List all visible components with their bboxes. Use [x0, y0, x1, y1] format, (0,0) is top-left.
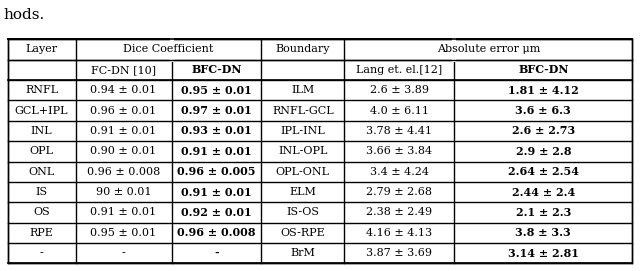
Text: -: -	[122, 248, 125, 258]
Text: 0.91 ± 0.01: 0.91 ± 0.01	[181, 146, 252, 157]
Text: 0.96 ± 0.01: 0.96 ± 0.01	[90, 106, 157, 116]
Text: 3.6 ± 6.3: 3.6 ± 6.3	[515, 105, 572, 116]
Text: OS: OS	[33, 208, 50, 217]
Text: hods.: hods.	[3, 8, 44, 22]
Text: -: -	[214, 248, 219, 259]
Text: 0.95 ± 0.01: 0.95 ± 0.01	[90, 228, 157, 238]
Text: 3.78 ± 4.41: 3.78 ± 4.41	[366, 126, 433, 136]
Text: 3.8 ± 3.3: 3.8 ± 3.3	[515, 227, 572, 238]
Text: 2.79 ± 2.68: 2.79 ± 2.68	[366, 187, 433, 197]
Text: 3.87 ± 3.69: 3.87 ± 3.69	[366, 248, 433, 258]
Text: 0.90 ± 0.01: 0.90 ± 0.01	[90, 146, 157, 156]
Text: 2.9 ± 2.8: 2.9 ± 2.8	[516, 146, 571, 157]
Text: 3.4 ± 4.24: 3.4 ± 4.24	[370, 167, 429, 177]
Text: IS: IS	[36, 187, 47, 197]
Text: Lang et. el.[12]: Lang et. el.[12]	[356, 65, 442, 75]
Text: 0.97 ± 0.01: 0.97 ± 0.01	[181, 105, 252, 116]
Text: 0.92 ± 0.01: 0.92 ± 0.01	[181, 207, 252, 218]
Text: 0.91 ± 0.01: 0.91 ± 0.01	[90, 208, 157, 217]
Text: -: -	[40, 248, 44, 258]
Text: 1.81 ± 4.12: 1.81 ± 4.12	[508, 85, 579, 96]
Text: 3.14 ± 2.81: 3.14 ± 2.81	[508, 248, 579, 259]
Text: 2.6 ± 3.89: 2.6 ± 3.89	[370, 85, 429, 95]
Text: 2.44 ± 2.4: 2.44 ± 2.4	[512, 187, 575, 198]
Text: GCL+IPL: GCL+IPL	[15, 106, 68, 116]
Text: 0.96 ± 0.008: 0.96 ± 0.008	[177, 227, 255, 238]
Text: 0.96 ± 0.005: 0.96 ± 0.005	[177, 166, 255, 177]
Text: BFC-DN: BFC-DN	[518, 64, 568, 75]
Text: 0.95 ± 0.01: 0.95 ± 0.01	[181, 85, 252, 96]
Text: 2.6 ± 2.73: 2.6 ± 2.73	[512, 125, 575, 137]
Text: ELM: ELM	[289, 187, 316, 197]
Text: 0.93 ± 0.01: 0.93 ± 0.01	[181, 125, 252, 137]
Text: 4.0 ± 6.11: 4.0 ± 6.11	[370, 106, 429, 116]
Text: INL-OPL: INL-OPL	[278, 146, 328, 156]
Text: 2.38 ± 2.49: 2.38 ± 2.49	[366, 208, 433, 217]
Text: Dice Coefficient: Dice Coefficient	[123, 44, 214, 54]
Text: BrM: BrM	[291, 248, 315, 258]
Text: RPE: RPE	[29, 228, 54, 238]
Text: OPL: OPL	[29, 146, 54, 156]
Text: Layer: Layer	[26, 44, 58, 54]
Text: 0.91 ± 0.01: 0.91 ± 0.01	[90, 126, 157, 136]
Text: 2.64 ± 2.54: 2.64 ± 2.54	[508, 166, 579, 177]
Text: RNFL-GCL: RNFL-GCL	[272, 106, 333, 116]
Text: ILM: ILM	[291, 85, 314, 95]
Text: OS-RPE: OS-RPE	[280, 228, 325, 238]
Text: 0.94 ± 0.01: 0.94 ± 0.01	[90, 85, 157, 95]
Text: Absolute error μm: Absolute error μm	[436, 44, 540, 54]
Text: RNFL: RNFL	[25, 85, 58, 95]
Text: IS-OS: IS-OS	[286, 208, 319, 217]
Text: FC-DN [10]: FC-DN [10]	[91, 65, 156, 75]
Text: Boundary: Boundary	[275, 44, 330, 54]
Text: 4.16 ± 4.13: 4.16 ± 4.13	[366, 228, 433, 238]
Text: 0.96 ± 0.008: 0.96 ± 0.008	[87, 167, 160, 177]
Text: 90 ± 0.01: 90 ± 0.01	[96, 187, 151, 197]
Text: BFC-DN: BFC-DN	[191, 64, 241, 75]
Text: 3.66 ± 3.84: 3.66 ± 3.84	[366, 146, 433, 156]
Text: OPL-ONL: OPL-ONL	[276, 167, 330, 177]
Text: IPL-INL: IPL-INL	[280, 126, 325, 136]
Text: 0.91 ± 0.01: 0.91 ± 0.01	[181, 187, 252, 198]
Text: INL: INL	[31, 126, 52, 136]
Text: ONL: ONL	[28, 167, 55, 177]
Text: 2.1 ± 2.3: 2.1 ± 2.3	[516, 207, 571, 218]
